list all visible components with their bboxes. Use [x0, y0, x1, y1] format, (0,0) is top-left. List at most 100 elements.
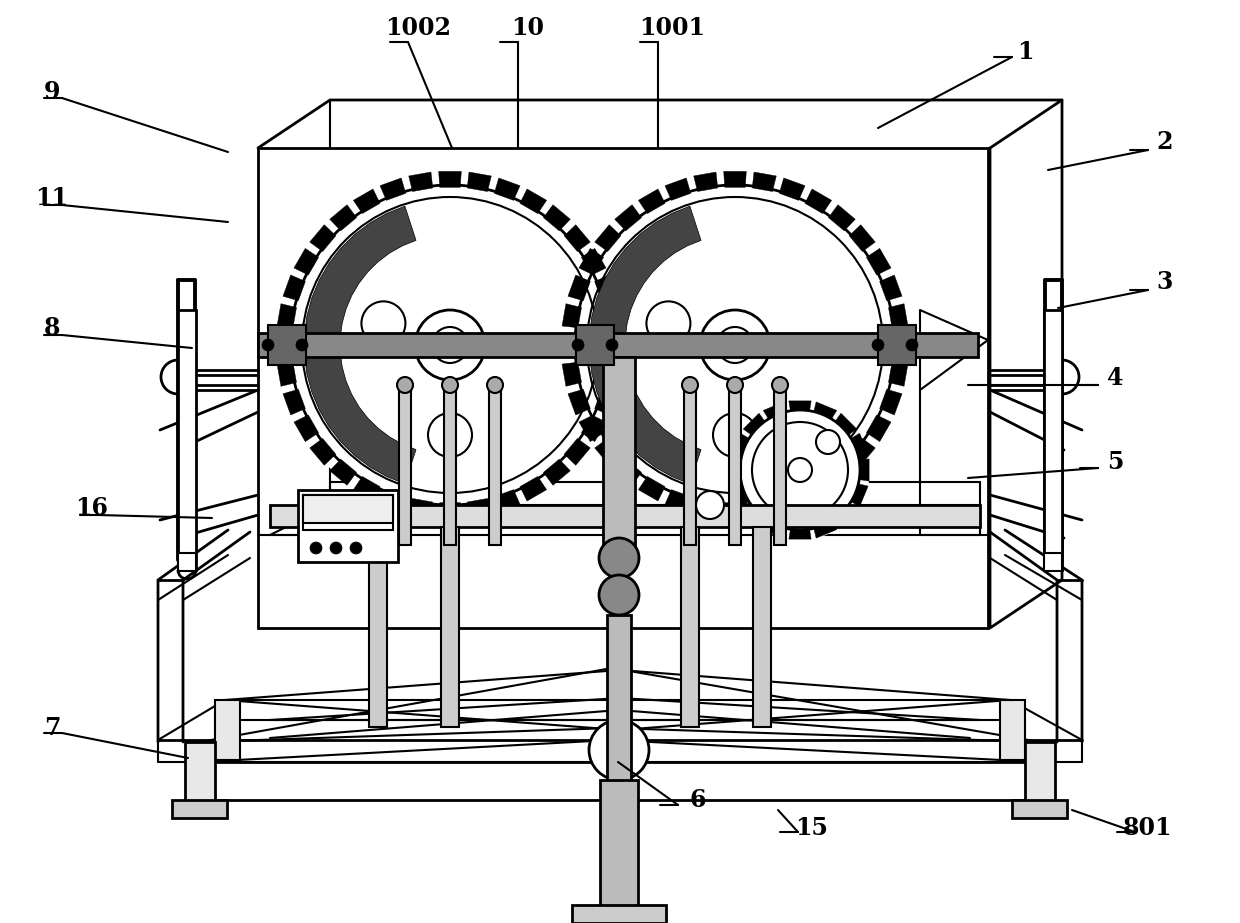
Bar — [1025, 742, 1055, 807]
Text: 801: 801 — [1123, 816, 1173, 840]
Polygon shape — [283, 275, 305, 301]
Polygon shape — [639, 189, 665, 213]
Polygon shape — [893, 334, 909, 356]
Polygon shape — [409, 172, 433, 191]
Bar — [303, 495, 393, 530]
Text: 7: 7 — [43, 716, 61, 740]
Bar — [878, 325, 916, 365]
Bar — [603, 357, 635, 557]
Circle shape — [740, 410, 861, 530]
Bar — [270, 505, 980, 527]
Polygon shape — [665, 489, 691, 512]
Bar — [1012, 800, 1066, 818]
Polygon shape — [310, 224, 336, 251]
Bar — [572, 905, 666, 923]
Polygon shape — [543, 459, 570, 485]
Bar — [729, 385, 742, 545]
Bar — [303, 495, 393, 523]
Polygon shape — [353, 189, 379, 213]
Circle shape — [278, 173, 622, 517]
Polygon shape — [283, 390, 305, 415]
Polygon shape — [779, 178, 805, 200]
Polygon shape — [330, 205, 357, 231]
Polygon shape — [867, 248, 892, 275]
Circle shape — [350, 542, 362, 554]
Polygon shape — [608, 334, 624, 356]
Polygon shape — [889, 362, 908, 387]
Polygon shape — [467, 498, 491, 518]
Circle shape — [906, 339, 918, 351]
Circle shape — [773, 377, 787, 393]
Text: 15: 15 — [796, 816, 828, 840]
Polygon shape — [833, 503, 857, 527]
Polygon shape — [304, 206, 415, 484]
Text: 5: 5 — [1107, 450, 1123, 474]
Polygon shape — [732, 433, 753, 457]
Bar — [172, 800, 227, 818]
Polygon shape — [277, 362, 296, 387]
Bar — [399, 385, 410, 545]
Polygon shape — [520, 476, 547, 501]
Circle shape — [428, 413, 472, 457]
Polygon shape — [595, 390, 618, 415]
Polygon shape — [277, 304, 296, 328]
Polygon shape — [439, 172, 461, 187]
Text: 16: 16 — [76, 496, 109, 520]
Polygon shape — [743, 503, 768, 527]
Polygon shape — [439, 503, 461, 519]
Circle shape — [599, 538, 639, 578]
Polygon shape — [813, 402, 837, 423]
Circle shape — [262, 339, 274, 351]
Bar — [298, 490, 398, 562]
Polygon shape — [495, 489, 520, 512]
Polygon shape — [294, 248, 319, 275]
Polygon shape — [789, 401, 811, 414]
Polygon shape — [562, 362, 582, 387]
Polygon shape — [604, 304, 622, 328]
Circle shape — [487, 377, 503, 393]
Polygon shape — [615, 459, 641, 485]
Polygon shape — [856, 459, 869, 481]
Text: 3: 3 — [1157, 270, 1173, 294]
Polygon shape — [568, 390, 590, 415]
Circle shape — [432, 327, 467, 363]
Circle shape — [606, 339, 618, 351]
Bar — [753, 527, 771, 727]
Bar — [258, 333, 978, 357]
Polygon shape — [833, 414, 857, 438]
Polygon shape — [849, 438, 875, 465]
Circle shape — [397, 377, 413, 393]
Polygon shape — [310, 438, 336, 465]
Bar — [370, 527, 387, 727]
Polygon shape — [753, 172, 776, 191]
Polygon shape — [520, 189, 547, 213]
Bar — [1044, 310, 1061, 570]
Circle shape — [589, 720, 649, 780]
Polygon shape — [753, 498, 776, 518]
Polygon shape — [889, 304, 908, 328]
Polygon shape — [615, 205, 641, 231]
Polygon shape — [724, 172, 746, 187]
Polygon shape — [828, 205, 856, 231]
Polygon shape — [564, 224, 590, 251]
Polygon shape — [409, 498, 433, 518]
Polygon shape — [789, 525, 811, 539]
Circle shape — [361, 302, 405, 345]
Circle shape — [646, 302, 691, 345]
Bar — [999, 700, 1025, 760]
Bar — [215, 700, 241, 760]
Circle shape — [330, 542, 342, 554]
Polygon shape — [579, 248, 604, 275]
Polygon shape — [379, 489, 405, 512]
Text: 9: 9 — [43, 80, 61, 104]
Polygon shape — [828, 459, 856, 485]
Polygon shape — [779, 489, 805, 512]
Circle shape — [787, 458, 812, 482]
Bar — [774, 385, 786, 545]
Text: 11: 11 — [36, 186, 68, 210]
Circle shape — [310, 542, 322, 554]
Text: 1001: 1001 — [639, 16, 706, 40]
Polygon shape — [595, 275, 618, 301]
Bar — [577, 325, 614, 365]
Polygon shape — [353, 476, 379, 501]
